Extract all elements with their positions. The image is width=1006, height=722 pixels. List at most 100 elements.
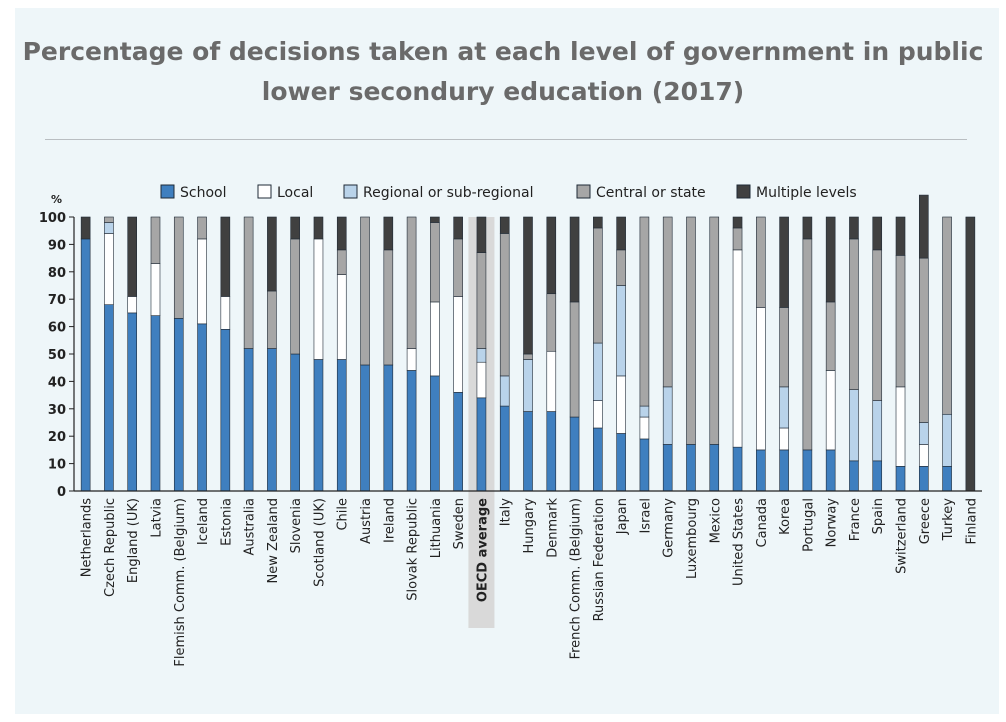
bar-scotland-uk-local — [313, 238, 324, 360]
bar-new-zealand-central-or-state — [267, 290, 277, 349]
bar-france-school — [849, 460, 859, 492]
y-tick-label-60: 60 — [48, 321, 66, 336]
bar-portugal-central-or-state — [802, 238, 813, 451]
bar-latvia-school — [150, 315, 161, 492]
bar-ireland-school — [383, 364, 394, 492]
bar-new-zealand-school — [267, 348, 277, 492]
bar-japan-multiple-levels — [616, 216, 626, 251]
bar-scotland-uk-school — [313, 359, 324, 492]
bars-layer — [80, 194, 976, 492]
x-tick-label-lithuania: Lithuania — [429, 498, 444, 558]
bar-england-uk-multiple-levels — [127, 216, 138, 297]
x-tick-label-turkey: Turkey — [941, 498, 956, 542]
bar-chile-multiple-levels — [336, 216, 347, 251]
bar-israel-regional-or-sub-regional — [639, 405, 650, 418]
x-tick-label-new-zealand: New Zealand — [266, 498, 281, 583]
bar-united-states-central-or-state — [732, 227, 743, 251]
bar-lithuania-multiple-levels — [430, 216, 440, 223]
x-tick-label-estonia: Estonia — [219, 498, 234, 546]
x-tick-label-canada: Canada — [755, 498, 770, 547]
bar-estonia-multiple-levels — [220, 216, 231, 297]
bar-netherlands-school — [80, 238, 91, 492]
bar-france-multiple-levels — [849, 216, 859, 240]
bar-iceland-central-or-state — [197, 216, 207, 240]
x-tick-label-oecd-average: OECD average — [475, 498, 490, 602]
bar-luxembourg-central-or-state — [686, 216, 696, 445]
chart-title: Percentage of decisions taken at each le… — [22, 37, 984, 106]
x-tick-label-mexico: Mexico — [708, 498, 723, 543]
bar-slovenia-multiple-levels — [290, 216, 300, 240]
legend-label-school: School — [180, 185, 226, 201]
bar-czech-republic-local — [104, 233, 114, 305]
bar-oecd-average-local — [476, 361, 487, 399]
x-tick-label-denmark: Denmark — [545, 498, 560, 558]
legend-swatch-multiple-levels — [736, 184, 751, 199]
bar-hungary-school — [523, 411, 533, 492]
bar-czech-republic-school — [104, 304, 114, 492]
x-tick-label-chile: Chile — [336, 498, 351, 531]
x-tick-label-hungary: Hungary — [522, 498, 537, 554]
x-tick-label-french-comm-belgium: French Comm. (Belgium) — [569, 498, 584, 659]
bar-italy-central-or-state — [499, 233, 510, 377]
bar-sweden-central-or-state — [453, 238, 463, 297]
bar-switzerland-multiple-levels — [895, 216, 906, 256]
bar-turkey-regional-or-sub-regional — [942, 413, 952, 467]
x-tick-label-latvia: Latvia — [149, 498, 164, 538]
bar-japan-local — [616, 375, 626, 434]
bar-australia-school — [243, 348, 254, 492]
bar-norway-local — [825, 370, 836, 451]
bar-mexico-school — [709, 444, 720, 492]
bar-chile-school — [336, 359, 347, 492]
x-tick-label-russian-federation: Russian Federation — [592, 498, 607, 621]
bar-australia-central-or-state — [243, 216, 254, 349]
bar-austria-central-or-state — [360, 216, 370, 366]
bar-new-zealand-multiple-levels — [267, 216, 277, 292]
legend-swatch-central-or-state — [576, 184, 591, 199]
x-tick-label-norway: Norway — [825, 498, 840, 548]
x-tick-label-scotland-uk: Scotland (UK) — [312, 498, 327, 587]
bar-oecd-average-multiple-levels — [476, 216, 487, 253]
bar-greece-regional-or-sub-regional — [918, 422, 929, 445]
bar-germany-school — [662, 444, 673, 492]
bar-israel-school — [639, 438, 650, 492]
bar-greece-school — [918, 466, 929, 492]
bar-italy-regional-or-sub-regional — [499, 375, 510, 407]
x-tick-label-netherlands: Netherlands — [80, 498, 95, 577]
x-tick-label-germany: Germany — [662, 498, 677, 558]
bar-israel-local — [639, 416, 650, 440]
bar-oecd-average-regional-or-sub-regional — [476, 348, 487, 363]
bar-italy-multiple-levels — [499, 216, 510, 234]
x-tick-label-sweden: Sweden — [452, 498, 467, 549]
y-axis-unit-label: % — [51, 193, 62, 206]
bar-russian-federation-multiple-levels — [593, 216, 603, 229]
x-tick-label-spain: Spain — [871, 498, 886, 534]
legend-swatch-local — [257, 184, 272, 199]
x-tick-label-switzerland: Switzerland — [895, 498, 910, 574]
title-divider — [45, 139, 967, 140]
bar-canada-central-or-state — [756, 216, 766, 308]
x-tick-label-england-uk: England (UK) — [126, 498, 141, 583]
bar-korea-local — [779, 427, 789, 451]
bar-united-states-local — [732, 249, 743, 448]
y-tick-label-100: 100 — [39, 211, 66, 226]
x-tick-label-austria: Austria — [359, 498, 374, 544]
x-tick-label-israel: Israel — [638, 498, 653, 534]
x-tick-label-slovak-republic: Slovak Republic — [406, 498, 421, 601]
bar-russian-federation-regional-or-sub-regional — [593, 342, 603, 401]
legend-label-regional-or-sub-regional: Regional or sub-regional — [363, 185, 533, 201]
bar-latvia-central-or-state — [150, 216, 161, 264]
bar-switzerland-central-or-state — [895, 255, 906, 388]
bar-russian-federation-central-or-state — [593, 227, 603, 344]
bar-denmark-central-or-state — [546, 293, 557, 352]
x-tick-label-united-states: United States — [732, 498, 747, 586]
bar-iceland-local — [197, 238, 207, 325]
bar-portugal-multiple-levels — [802, 216, 813, 240]
bar-sweden-school — [453, 392, 463, 492]
bar-iceland-school — [197, 323, 207, 492]
bar-french-comm-belgium-central-or-state — [569, 301, 580, 418]
bar-greece-multiple-levels — [918, 194, 929, 259]
y-tick-label-30: 30 — [48, 403, 66, 418]
bar-slovenia-school — [290, 353, 300, 492]
x-tick-label-italy: Italy — [499, 498, 514, 527]
bar-sweden-local — [453, 296, 463, 393]
